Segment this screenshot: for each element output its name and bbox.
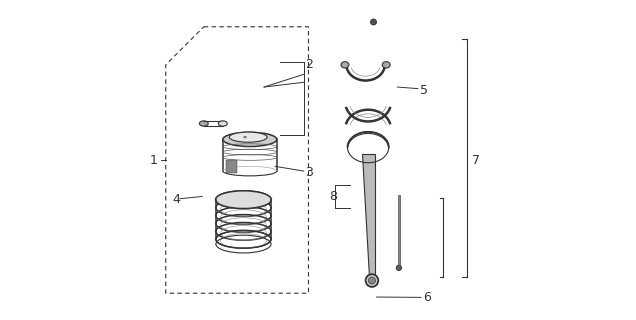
- Text: 5: 5: [420, 84, 427, 97]
- Text: 7: 7: [472, 154, 480, 166]
- Ellipse shape: [396, 265, 401, 270]
- Ellipse shape: [382, 62, 390, 68]
- Ellipse shape: [230, 132, 267, 142]
- Text: 1: 1: [150, 154, 158, 166]
- Ellipse shape: [341, 62, 349, 68]
- Ellipse shape: [371, 19, 377, 25]
- Ellipse shape: [223, 132, 277, 147]
- Ellipse shape: [218, 121, 227, 126]
- Text: 6: 6: [423, 292, 431, 305]
- Text: 8: 8: [329, 190, 337, 203]
- Text: 4: 4: [172, 193, 180, 206]
- Ellipse shape: [199, 121, 208, 126]
- Bar: [398, 195, 400, 265]
- Polygon shape: [363, 154, 375, 277]
- Ellipse shape: [368, 277, 375, 284]
- Ellipse shape: [216, 191, 272, 209]
- Bar: [226, 160, 237, 173]
- Text: 3: 3: [305, 166, 312, 179]
- Text: 2: 2: [305, 58, 312, 71]
- Ellipse shape: [366, 274, 378, 287]
- Ellipse shape: [244, 136, 246, 138]
